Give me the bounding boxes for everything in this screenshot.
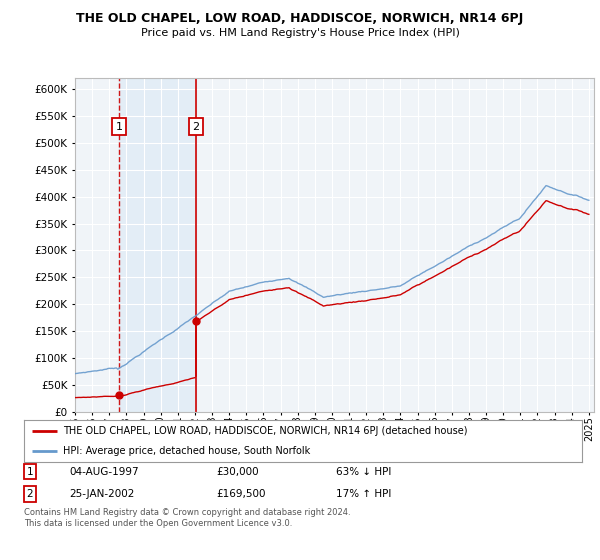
- Text: 63% ↓ HPI: 63% ↓ HPI: [336, 466, 391, 477]
- Text: HPI: Average price, detached house, South Norfolk: HPI: Average price, detached house, Sout…: [63, 446, 310, 456]
- Text: THE OLD CHAPEL, LOW ROAD, HADDISCOE, NORWICH, NR14 6PJ (detached house): THE OLD CHAPEL, LOW ROAD, HADDISCOE, NOR…: [63, 426, 467, 436]
- Text: 17% ↑ HPI: 17% ↑ HPI: [336, 489, 391, 499]
- Text: 2: 2: [192, 122, 199, 132]
- Text: 25-JAN-2002: 25-JAN-2002: [69, 489, 134, 499]
- Text: 04-AUG-1997: 04-AUG-1997: [69, 466, 139, 477]
- Text: Contains HM Land Registry data © Crown copyright and database right 2024.
This d: Contains HM Land Registry data © Crown c…: [24, 508, 350, 528]
- Text: 2: 2: [26, 489, 34, 499]
- Text: 1: 1: [26, 466, 34, 477]
- Text: THE OLD CHAPEL, LOW ROAD, HADDISCOE, NORWICH, NR14 6PJ: THE OLD CHAPEL, LOW ROAD, HADDISCOE, NOR…: [76, 12, 524, 25]
- Text: Price paid vs. HM Land Registry's House Price Index (HPI): Price paid vs. HM Land Registry's House …: [140, 28, 460, 38]
- Text: 1: 1: [116, 122, 123, 132]
- Text: £169,500: £169,500: [216, 489, 265, 499]
- Bar: [119, 78, 196, 412]
- Text: £30,000: £30,000: [216, 466, 259, 477]
